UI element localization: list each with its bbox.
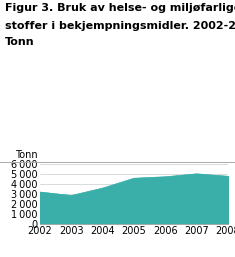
Text: Tonn: Tonn bbox=[16, 150, 38, 160]
Text: Tonn: Tonn bbox=[5, 37, 34, 47]
Text: stoffer i bekjempningsmidler. 2002-2008.: stoffer i bekjempningsmidler. 2002-2008. bbox=[5, 21, 235, 31]
Text: Figur 3. Bruk av helse- og miljøfarlige: Figur 3. Bruk av helse- og miljøfarlige bbox=[5, 3, 235, 13]
